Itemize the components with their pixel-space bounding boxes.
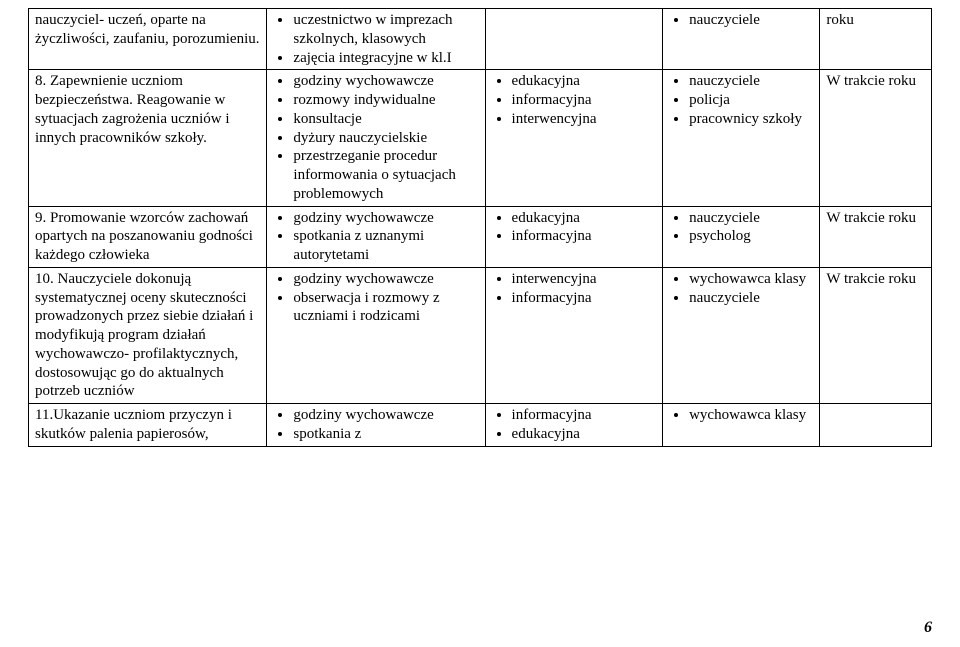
table-row: 10. Nauczyciele dokonują systematycznej …: [29, 267, 932, 403]
list-item: rozmowy indywidualne: [293, 91, 478, 110]
cell-topic: nauczyciel- uczeń, oparte na życzliwości…: [29, 9, 267, 70]
cell-type: interwencyjnainformacyjna: [485, 267, 663, 403]
list-item: nauczyciele: [689, 11, 813, 30]
cell-responsible: nauczycielepsycholog: [663, 206, 820, 267]
list-item: nauczyciele: [689, 209, 813, 228]
list-item: uczestnictwo w imprezach szkolnych, klas…: [293, 11, 478, 49]
cell-activities: godziny wychowawczerozmowy indywidualnek…: [267, 70, 485, 206]
list-item: obserwacja i rozmowy z uczniami i rodzic…: [293, 289, 478, 327]
cell-responsible: nauczyciele: [663, 9, 820, 70]
list-item: informacyjna: [512, 406, 657, 425]
list-item: informacyjna: [512, 227, 657, 246]
cell-timeframe: [820, 404, 932, 447]
list-item: konsultacje: [293, 110, 478, 129]
list-item: policja: [689, 91, 813, 110]
cell-timeframe: W trakcie roku: [820, 267, 932, 403]
table-row: 8. Zapewnienie uczniom bezpieczeństwa. R…: [29, 70, 932, 206]
cell-type: edukacyjnainformacyjnainterwencyjna: [485, 70, 663, 206]
table-row: 11.Ukazanie uczniom przyczyn i skutków p…: [29, 404, 932, 447]
list-item: psycholog: [689, 227, 813, 246]
list-item: nauczyciele: [689, 289, 813, 308]
cell-type: [485, 9, 663, 70]
list-item: edukacyjna: [512, 425, 657, 444]
cell-activities: uczestnictwo w imprezach szkolnych, klas…: [267, 9, 485, 70]
list-item: edukacyjna: [512, 209, 657, 228]
list-item: godziny wychowawcze: [293, 209, 478, 228]
list-item: wychowawca klasy: [689, 270, 813, 289]
list-item: godziny wychowawcze: [293, 270, 478, 289]
cell-responsible: nauczycielepolicjapracownicy szkoły: [663, 70, 820, 206]
page-number: 6: [924, 619, 932, 637]
cell-timeframe: roku: [820, 9, 932, 70]
cell-topic: 8. Zapewnienie uczniom bezpieczeństwa. R…: [29, 70, 267, 206]
list-item: zajęcia integracyjne w kl.I: [293, 49, 478, 68]
list-item: nauczyciele: [689, 72, 813, 91]
cell-activities: godziny wychowawczespotkania z uznanymi …: [267, 206, 485, 267]
cell-activities: godziny wychowawczespotkania z: [267, 404, 485, 447]
cell-responsible: wychowawca klasy: [663, 404, 820, 447]
cell-timeframe: W trakcie roku: [820, 206, 932, 267]
list-item: spotkania z uznanymi autorytetami: [293, 227, 478, 265]
page: nauczyciel- uczeń, oparte na życzliwości…: [0, 0, 960, 647]
list-item: godziny wychowawcze: [293, 406, 478, 425]
list-item: spotkania z: [293, 425, 478, 444]
list-item: edukacyjna: [512, 72, 657, 91]
list-item: interwencyjna: [512, 110, 657, 129]
cell-topic: 10. Nauczyciele dokonują systematycznej …: [29, 267, 267, 403]
cell-topic: 11.Ukazanie uczniom przyczyn i skutków p…: [29, 404, 267, 447]
cell-activities: godziny wychowawczeobserwacja i rozmowy …: [267, 267, 485, 403]
table-row: nauczyciel- uczeń, oparte na życzliwości…: [29, 9, 932, 70]
cell-type: informacyjnaedukacyjna: [485, 404, 663, 447]
list-item: wychowawca klasy: [689, 406, 813, 425]
list-item: dyżury nauczycielskie: [293, 129, 478, 148]
list-item: informacyjna: [512, 91, 657, 110]
content-table: nauczyciel- uczeń, oparte na życzliwości…: [28, 8, 932, 447]
cell-responsible: wychowawca klasynauczyciele: [663, 267, 820, 403]
list-item: interwencyjna: [512, 270, 657, 289]
cell-topic: 9. Promowanie wzorców zachowań opartych …: [29, 206, 267, 267]
cell-timeframe: W trakcie roku: [820, 70, 932, 206]
list-item: przestrzeganie procedur informowania o s…: [293, 147, 478, 203]
cell-type: edukacyjnainformacyjna: [485, 206, 663, 267]
list-item: informacyjna: [512, 289, 657, 308]
list-item: godziny wychowawcze: [293, 72, 478, 91]
table-row: 9. Promowanie wzorców zachowań opartych …: [29, 206, 932, 267]
list-item: pracownicy szkoły: [689, 110, 813, 129]
